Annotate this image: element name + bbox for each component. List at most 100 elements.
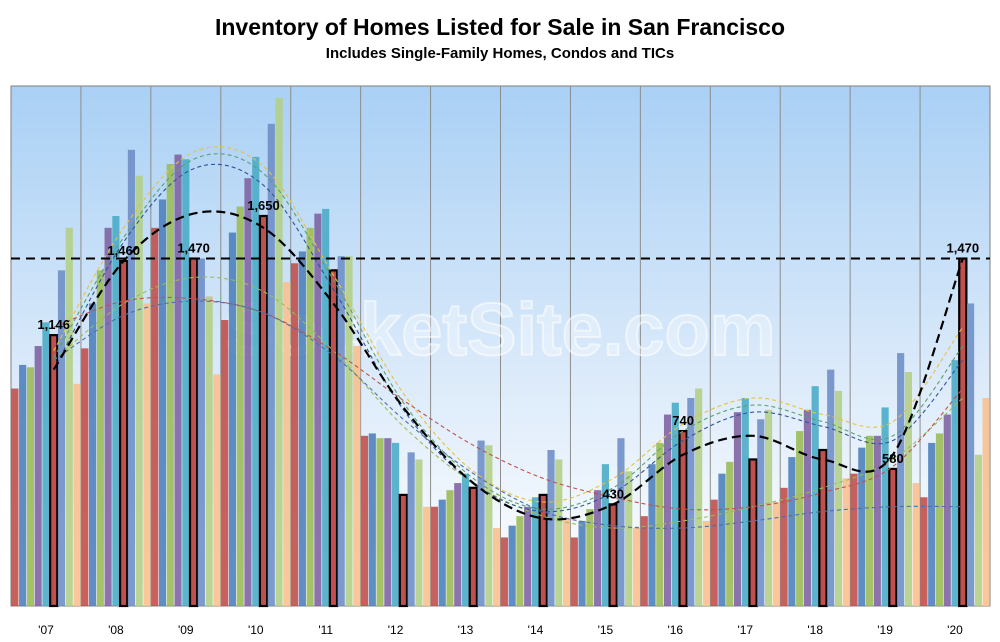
bar <box>314 213 322 606</box>
bar <box>415 459 423 606</box>
bar <box>143 303 151 606</box>
bar <box>158 199 167 606</box>
bar <box>493 528 501 606</box>
bar <box>252 156 260 606</box>
bar-highlight <box>468 486 478 608</box>
bar <box>174 154 182 607</box>
bar <box>562 518 571 606</box>
bar <box>928 442 936 606</box>
bar <box>360 435 369 606</box>
trend-line-trend-steel <box>53 300 963 529</box>
x-tick-label: '15 <box>598 623 614 637</box>
x-tick-label: '14 <box>528 623 544 637</box>
trend-line-trend-blue-green <box>53 153 964 510</box>
bar <box>718 473 726 606</box>
bar <box>197 258 205 606</box>
bar <box>275 97 283 606</box>
bar <box>508 525 516 606</box>
data-label: 1,146 <box>37 317 70 332</box>
bar <box>578 520 586 606</box>
data-label: 430 <box>602 486 624 501</box>
bar <box>376 438 384 606</box>
bar <box>213 374 221 606</box>
bar <box>772 502 780 606</box>
bar <box>834 390 843 606</box>
bar <box>438 499 446 606</box>
bar <box>104 227 112 606</box>
bar-highlight <box>328 269 339 608</box>
data-label: 1,460 <box>107 243 140 258</box>
data-label: 740 <box>672 413 694 428</box>
bar <box>547 450 555 606</box>
trend-line-trend-red <box>53 296 964 511</box>
bar <box>982 398 990 606</box>
data-label: 1,650 <box>247 198 280 213</box>
bar <box>695 388 703 606</box>
bar-highlight <box>748 458 758 608</box>
x-tick-label: '13 <box>458 623 474 637</box>
bar <box>640 516 648 606</box>
bars <box>11 97 990 608</box>
bar <box>454 483 462 606</box>
bar <box>151 227 159 606</box>
bar <box>337 256 345 606</box>
bar <box>757 419 765 606</box>
bar <box>617 438 625 606</box>
bar <box>524 506 532 606</box>
data-label: 1,470 <box>177 241 210 256</box>
bar <box>904 372 912 606</box>
bar <box>322 208 330 606</box>
bar <box>803 409 811 606</box>
trend-line-trend-green <box>53 276 964 529</box>
bar-highlight <box>608 503 618 608</box>
x-tick-label: '18 <box>807 623 823 637</box>
bar <box>656 442 664 606</box>
bar <box>81 348 89 606</box>
bar <box>89 303 97 606</box>
bar <box>384 438 392 606</box>
bar <box>897 353 905 606</box>
bar <box>345 256 353 606</box>
x-tick-label: '07 <box>38 623 54 637</box>
bar-highlight <box>818 448 828 608</box>
bar <box>570 537 578 606</box>
bar <box>127 149 136 606</box>
bar-highlight <box>188 257 199 608</box>
bar <box>586 509 594 606</box>
bar <box>182 159 190 606</box>
bar <box>842 478 850 606</box>
chart-subtitle: Includes Single-Family Homes, Condos and… <box>325 45 675 62</box>
bar <box>594 490 602 606</box>
bar <box>935 433 944 606</box>
bar <box>221 320 229 606</box>
bar <box>291 263 299 606</box>
trend-line-trend-yellow <box>53 146 964 503</box>
bar <box>461 473 470 606</box>
bar <box>500 537 508 606</box>
x-tick-label: '10 <box>248 623 264 637</box>
x-tick-label: '17 <box>737 623 753 637</box>
x-tick-label: '08 <box>108 623 124 637</box>
bar <box>26 367 35 606</box>
x-tick-label: '19 <box>877 623 893 637</box>
x-tick-label: '20 <box>947 623 963 637</box>
bar <box>764 409 773 606</box>
bar <box>57 270 66 606</box>
bar <box>112 216 120 606</box>
bar <box>11 388 19 606</box>
bar <box>477 440 485 606</box>
bar <box>943 414 951 606</box>
bar <box>741 398 749 606</box>
bar <box>446 490 454 606</box>
bar <box>267 123 275 606</box>
bar <box>865 435 874 606</box>
x-tick-label: '11 <box>318 623 333 637</box>
x-tick-label: '16 <box>667 623 683 637</box>
bar <box>858 447 866 606</box>
trend-line-main-trend <box>52 210 964 521</box>
data-label: 580 <box>882 451 904 466</box>
bar <box>244 178 252 606</box>
bar <box>702 520 710 606</box>
bar <box>796 431 804 606</box>
bar <box>205 296 213 606</box>
